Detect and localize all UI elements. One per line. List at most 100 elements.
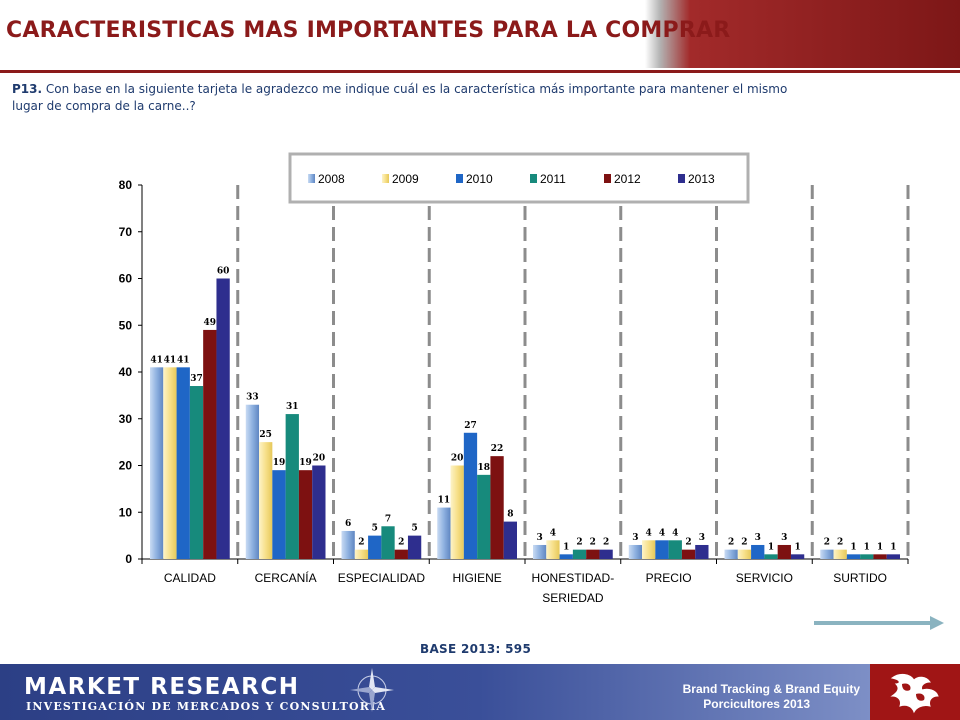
page-title: CARACTERISTICAS MAS IMPORTANTES PARA LA … bbox=[6, 18, 731, 43]
bar-2011 bbox=[189, 386, 204, 559]
bar-2011 bbox=[477, 474, 491, 559]
bar-2009 bbox=[450, 465, 464, 559]
footer-bar: MARKET RESEARCH INVESTIGACIÓN DE MERCADO… bbox=[0, 664, 960, 720]
title-underline bbox=[0, 70, 960, 73]
bar-2010 bbox=[463, 432, 478, 559]
bar-2008 bbox=[533, 544, 547, 559]
brand-tagline: INVESTIGACIÓN DE MERCADOS Y CONSULTORÍA bbox=[26, 700, 387, 713]
data-label: 8 bbox=[507, 510, 513, 520]
legend-swatch bbox=[382, 174, 389, 183]
data-label: 2 bbox=[824, 538, 830, 548]
bar-2012 bbox=[873, 554, 887, 559]
data-label: 19 bbox=[273, 458, 286, 468]
data-label: 3 bbox=[537, 533, 543, 543]
bar-2013 bbox=[216, 278, 230, 559]
x-category-label: SURTIDO bbox=[833, 571, 887, 585]
data-label: 2 bbox=[603, 538, 609, 548]
bar-2012 bbox=[777, 544, 791, 559]
bar-2011 bbox=[860, 554, 874, 559]
question-body: Con base en la siguiente tarjeta le agra… bbox=[12, 82, 788, 113]
bar-2008 bbox=[341, 530, 355, 559]
bar-2008 bbox=[150, 367, 164, 559]
bar-2008 bbox=[437, 507, 451, 559]
question-code: P13. bbox=[12, 82, 43, 96]
data-label: 20 bbox=[451, 454, 464, 464]
company-logo-icon bbox=[890, 673, 939, 714]
data-label: 4 bbox=[646, 528, 652, 538]
compass-icon bbox=[350, 668, 394, 712]
data-label: 22 bbox=[491, 444, 504, 454]
footer-background bbox=[0, 664, 870, 720]
data-label: 4 bbox=[550, 528, 556, 538]
bar-2010 bbox=[751, 544, 765, 559]
data-label: 2 bbox=[358, 538, 364, 548]
data-label: 1 bbox=[794, 542, 800, 552]
bar-2010 bbox=[368, 535, 382, 559]
data-label: 60 bbox=[217, 267, 230, 277]
data-label: 33 bbox=[246, 393, 259, 403]
bar-2008 bbox=[724, 549, 738, 559]
legend-label: 2012 bbox=[614, 172, 641, 186]
data-label: 49 bbox=[204, 318, 217, 328]
bar-2010 bbox=[272, 470, 286, 559]
bar-2008 bbox=[245, 404, 260, 559]
legend-label: 2009 bbox=[392, 172, 419, 186]
bar-2011 bbox=[285, 414, 299, 559]
next-arrow-icon[interactable] bbox=[812, 614, 947, 632]
legend-swatch bbox=[308, 174, 315, 183]
data-label: 2 bbox=[576, 538, 582, 548]
y-tick-label: 80 bbox=[119, 178, 133, 192]
x-category-label: PRECIO bbox=[646, 571, 692, 585]
y-tick-label: 30 bbox=[119, 412, 133, 426]
x-category-label: ESPECIALIDAD bbox=[338, 571, 426, 585]
bar-2011 bbox=[668, 540, 682, 559]
data-label: 1 bbox=[877, 542, 883, 552]
bar-2012 bbox=[298, 470, 313, 559]
data-label: 41 bbox=[164, 355, 177, 365]
title-background bbox=[0, 0, 960, 68]
y-tick-label: 0 bbox=[125, 552, 132, 566]
data-label: 11 bbox=[438, 496, 451, 506]
data-label: 37 bbox=[190, 374, 203, 384]
legend-swatch bbox=[604, 174, 611, 183]
bar-2012 bbox=[490, 456, 504, 559]
data-label: 4 bbox=[672, 528, 678, 538]
bar-2010 bbox=[655, 540, 669, 559]
legend-label: 2008 bbox=[318, 172, 345, 186]
legend-label: 2010 bbox=[466, 172, 493, 186]
legend-swatch bbox=[678, 174, 685, 183]
bar-2013 bbox=[503, 521, 517, 559]
data-label: 41 bbox=[150, 355, 163, 365]
y-tick-label: 70 bbox=[119, 225, 133, 239]
bar-2013 bbox=[886, 554, 900, 559]
x-category-label: CERCANÍA bbox=[255, 570, 317, 585]
legend-box bbox=[288, 152, 750, 204]
data-label: 3 bbox=[755, 533, 761, 543]
bar-2012 bbox=[586, 549, 600, 559]
bar-2009 bbox=[833, 549, 847, 559]
bar-2012 bbox=[681, 549, 696, 559]
data-label: 25 bbox=[259, 430, 272, 440]
bar-2009 bbox=[642, 540, 656, 559]
bar-2011 bbox=[572, 549, 587, 559]
legend-label: 2011 bbox=[540, 172, 566, 186]
data-label: 6 bbox=[345, 519, 351, 529]
data-label: 41 bbox=[177, 355, 190, 365]
header-bar: CARACTERISTICAS MAS IMPORTANTES PARA LA … bbox=[0, 0, 960, 73]
data-label: 20 bbox=[313, 454, 326, 464]
x-category-label: HIGIENE bbox=[452, 571, 501, 585]
data-label: 2 bbox=[685, 538, 691, 548]
bar-2009 bbox=[546, 540, 560, 559]
bar-2010 bbox=[176, 367, 190, 559]
y-tick-label: 10 bbox=[119, 505, 133, 519]
y-tick-label: 60 bbox=[119, 272, 133, 286]
data-label: 18 bbox=[478, 463, 491, 473]
data-label: 3 bbox=[632, 533, 638, 543]
bar-2013 bbox=[790, 554, 805, 559]
data-label: 5 bbox=[372, 524, 378, 534]
y-tick-label: 20 bbox=[119, 459, 133, 473]
y-tick-label: 50 bbox=[119, 318, 133, 332]
data-label: 2 bbox=[741, 538, 747, 548]
bar-2013 bbox=[407, 535, 422, 559]
data-label: 4 bbox=[659, 528, 665, 538]
